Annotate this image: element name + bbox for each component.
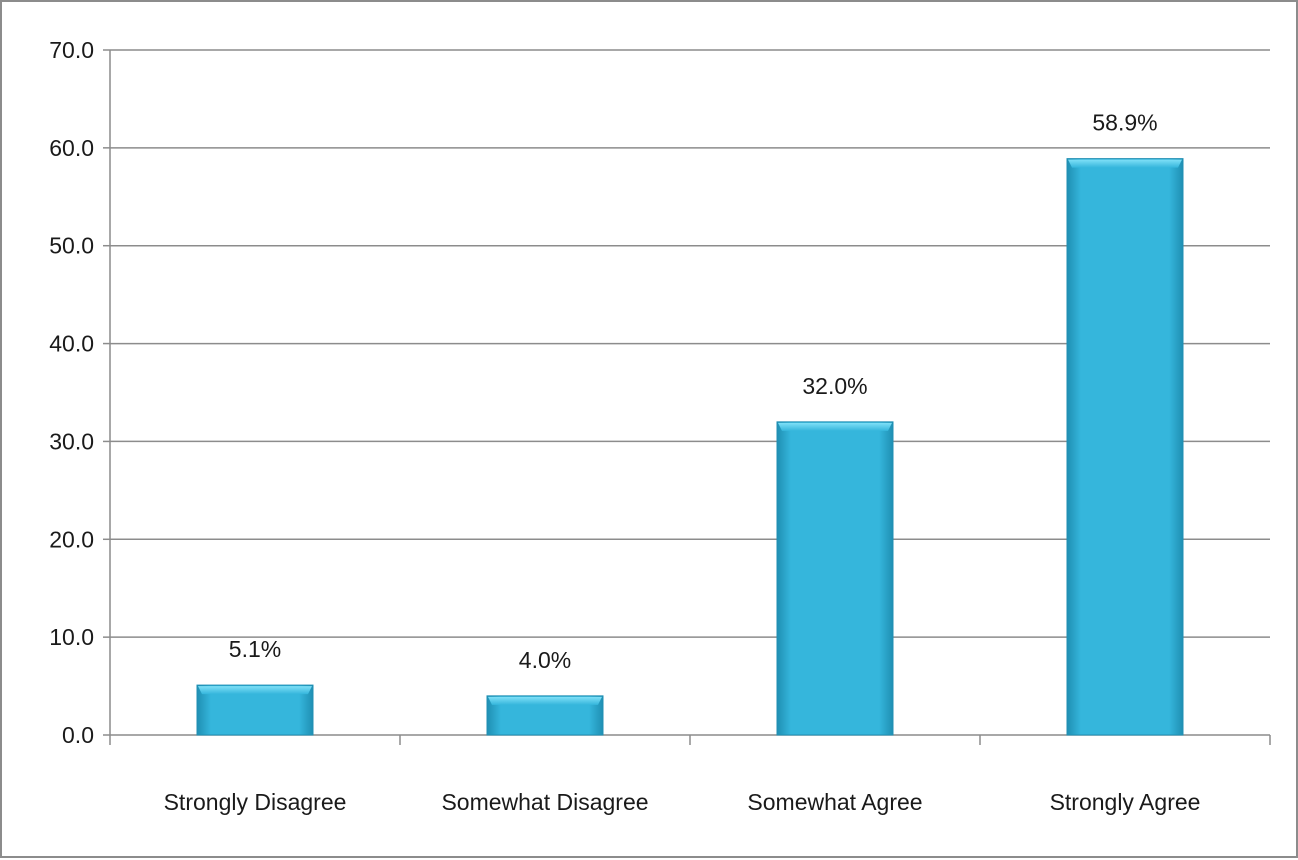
y-tick-label: 60.0 xyxy=(49,135,94,161)
gridlines xyxy=(110,49,1270,638)
y-tick-labels: 0.0 10.0 20.0 30.0 40.0 50.0 60.0 70.0 xyxy=(49,37,94,748)
y-tick-label: 20.0 xyxy=(49,526,94,552)
bars xyxy=(196,158,1184,736)
data-label: 4.0% xyxy=(519,647,571,673)
data-label: 58.9% xyxy=(1092,110,1157,136)
y-tick-label: 70.0 xyxy=(49,37,94,63)
category-label: Strongly Agree xyxy=(1050,789,1201,815)
category-labels: Strongly Disagree Somewhat Disagree Somewh… xyxy=(164,789,1201,815)
y-tick-label: 0.0 xyxy=(62,722,94,748)
y-tick-label: 50.0 xyxy=(49,233,94,259)
bar-top-bevel xyxy=(1068,159,1182,168)
data-label: 32.0% xyxy=(802,373,867,399)
category-label: Somewhat Agree xyxy=(747,789,922,815)
bar-top-bevel xyxy=(198,686,312,695)
data-label: 5.1% xyxy=(229,636,281,662)
category-label: Strongly Disagree xyxy=(164,789,347,815)
data-labels: 5.1% 4.0% 32.0% 58.9% xyxy=(229,110,1158,673)
y-tick-label: 30.0 xyxy=(49,428,94,454)
y-tick-label: 10.0 xyxy=(49,624,94,650)
bar-top-bevel xyxy=(778,422,892,431)
y-tick-label: 40.0 xyxy=(49,331,94,357)
bar-top-bevel xyxy=(488,696,602,705)
bar-strongly-agree xyxy=(1066,158,1184,736)
category-label: Somewhat Disagree xyxy=(441,789,648,815)
bar-somewhat-agree xyxy=(776,421,894,736)
